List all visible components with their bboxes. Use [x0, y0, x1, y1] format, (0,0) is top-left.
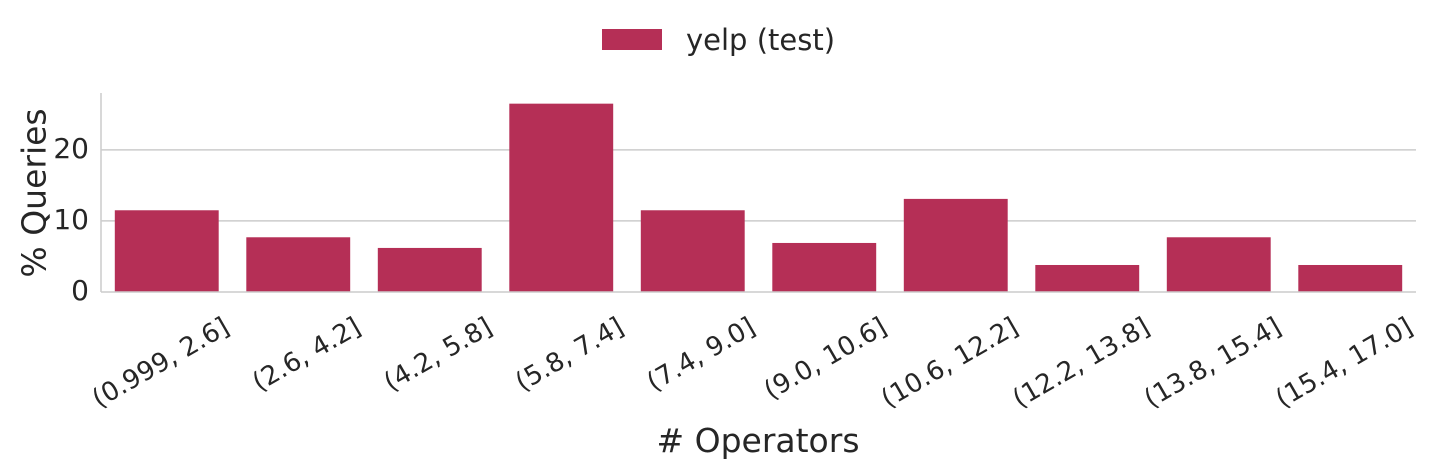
bar: [246, 237, 350, 292]
bars: [115, 104, 1402, 292]
y-axis-title: % Queries: [15, 108, 54, 277]
x-tick-label: (4.2, 5.8]: [379, 312, 498, 398]
bar: [1167, 237, 1271, 292]
bar: [509, 104, 613, 292]
y-tick-label: 0: [71, 274, 89, 307]
x-tick-label: (10.6, 12.2]: [876, 312, 1023, 414]
legend: yelp (test): [602, 23, 835, 57]
x-tick-label: (9.0, 10.6]: [759, 312, 892, 406]
x-tick-label: (5.8, 7.4]: [510, 312, 629, 398]
bar: [1298, 265, 1402, 292]
bar: [904, 199, 1008, 292]
x-tick-label: (12.2, 13.8]: [1008, 312, 1155, 414]
x-tick-label: (15.4, 17.0]: [1271, 312, 1418, 414]
y-tick-label: 10: [53, 203, 89, 236]
legend-label: yelp (test): [686, 23, 835, 57]
gridlines: [101, 150, 1416, 221]
bar: [772, 243, 876, 292]
y-tick-labels: 0 10 20: [53, 132, 89, 307]
bar: [641, 210, 745, 292]
legend-swatch: [602, 29, 662, 50]
x-axis-title: # Operators: [656, 421, 859, 460]
bar: [115, 210, 219, 292]
x-tick-label: (13.8, 15.4]: [1139, 312, 1286, 414]
bar: [1035, 265, 1139, 292]
x-tick-label: (0.999, 2.6]: [87, 312, 234, 414]
bar: [378, 248, 482, 292]
y-tick-label: 20: [53, 132, 89, 165]
x-tick-label: (7.4, 9.0]: [642, 312, 761, 398]
x-tick-label: (2.6, 4.2]: [247, 312, 366, 398]
x-tick-labels: (0.999, 2.6] (2.6, 4.2] (4.2, 5.8] (5.8, 7.…: [87, 312, 1418, 414]
